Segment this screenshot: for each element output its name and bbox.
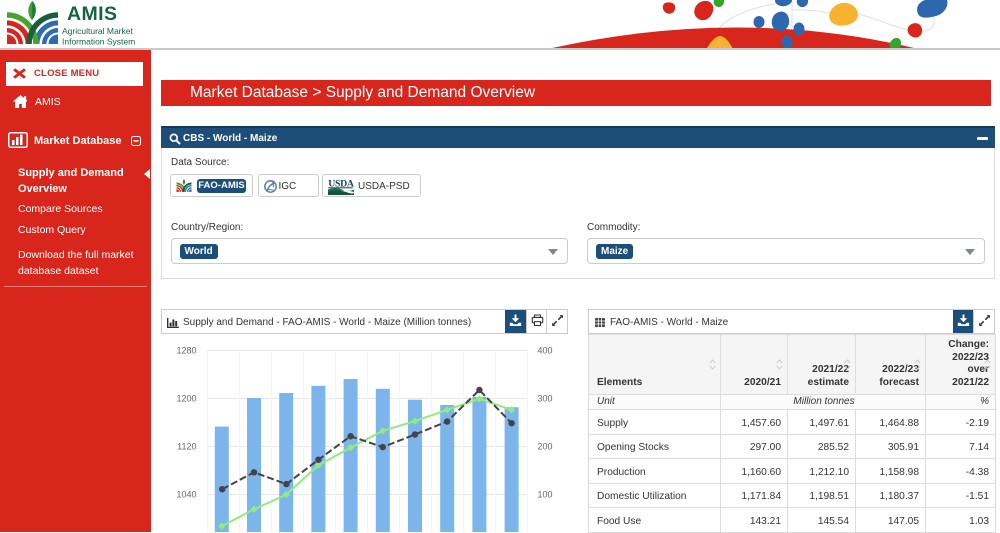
svg-text:100: 100 — [538, 490, 553, 500]
svg-text:1200: 1200 — [176, 394, 196, 404]
svg-text:200: 200 — [538, 442, 553, 452]
svg-text:USDA: USDA — [328, 179, 354, 190]
svg-text:400: 400 — [538, 346, 553, 356]
svg-text:1040: 1040 — [176, 490, 196, 500]
svg-text:300: 300 — [538, 394, 553, 404]
svg-text:Agricultural Market: Agricultural Market — [62, 26, 133, 36]
svg-text:1280: 1280 — [176, 346, 196, 356]
svg-text:Information System: Information System — [62, 37, 135, 47]
svg-text:AMIS: AMIS — [67, 3, 117, 25]
svg-text:1120: 1120 — [177, 442, 196, 452]
